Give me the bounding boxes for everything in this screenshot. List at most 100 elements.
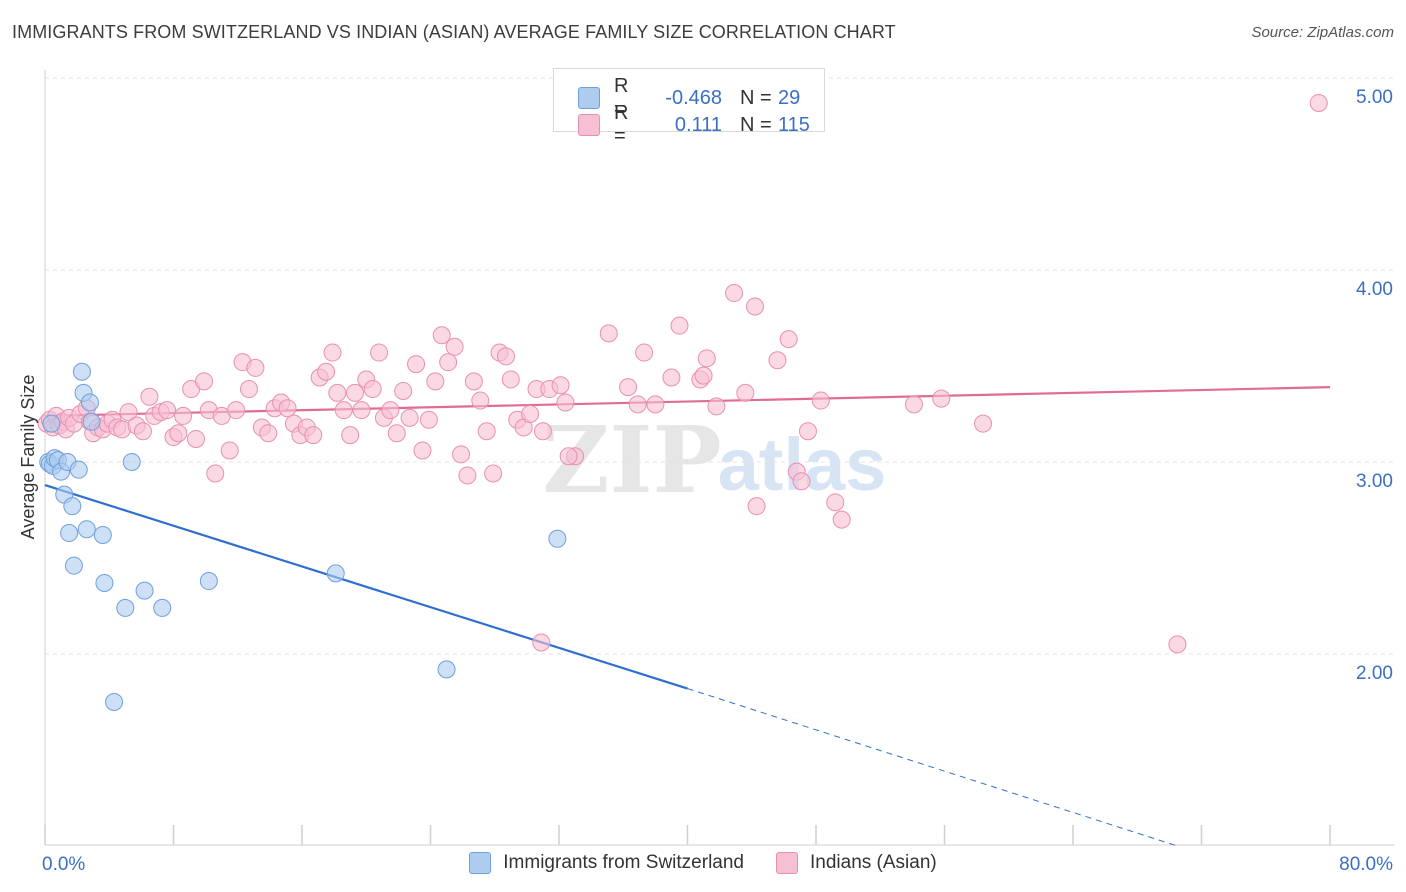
legend-n-label: N = [740,86,772,109]
point-indians [452,445,471,464]
point-indians [533,422,552,441]
trendline-switzerland-extension [687,688,1178,847]
point-switzerland [82,412,101,431]
point-indians [426,372,445,391]
point-indians [432,326,451,345]
series-label-indians: Indians (Asian) [810,852,937,873]
point-indians [471,391,490,410]
series-swatch-blue [469,852,492,874]
legend-n-value: 29 [778,86,801,109]
point-switzerland [69,460,88,479]
trendlines [44,386,1331,847]
point-indians [419,410,438,429]
point-indians [439,353,458,372]
legend-r-value: 0.111 [674,113,722,136]
point-indians [694,366,713,385]
point-indians [904,395,923,414]
point-switzerland [199,572,218,591]
data-points [37,93,1328,711]
point-switzerland [326,564,345,583]
point-indians [697,349,716,368]
x-tick-label: 0.0% [42,854,85,875]
point-switzerland [95,573,114,592]
point-indians [792,472,811,491]
point-indians [779,330,798,349]
point-indians [407,355,426,374]
legend-swatch-blue [578,87,600,109]
point-indians [811,391,830,410]
point-indians [220,441,239,460]
point-indians [239,380,258,399]
point-indians [628,395,647,414]
point-indians [387,424,406,443]
point-switzerland [63,497,82,516]
series-swatch-pink [776,852,798,874]
point-indians [227,401,246,420]
point-indians [1168,635,1187,654]
point-indians [832,510,851,529]
point-indians [341,426,360,445]
point-indians [328,383,347,402]
point-indians [186,429,205,448]
point-indians [400,408,419,427]
point-indians [445,337,464,356]
point-switzerland [105,693,124,711]
point-indians [206,464,225,483]
point-indians [826,493,845,512]
source-credit: Source: ZipAtlas.com [1251,24,1394,41]
point-indians [532,633,551,652]
point-indians [363,380,382,399]
point-switzerland [116,598,135,617]
y-tick-label: 2.00 [1356,663,1393,684]
point-indians [278,399,297,418]
point-indians [496,347,515,366]
point-indians [521,405,540,423]
point-indians [646,395,665,414]
point-switzerland [64,556,83,575]
x-tick-label: 80.0% [1339,854,1393,875]
point-indians [747,497,766,516]
point-indians [370,343,389,362]
point-switzerland [93,525,112,544]
correlation-legend: R = -0.468 N = 29 R = 0.111 N = 115 [553,68,825,147]
legend-r-value: -0.468 [665,86,722,109]
point-indians [477,422,496,441]
point-indians [323,343,342,362]
point-indians [551,376,570,395]
point-indians [140,387,159,406]
trendline-indians [44,386,1331,418]
legend-row-indians: R = 0.111 N = 115 [578,102,810,148]
y-axis-title: Average Family Size [18,375,38,540]
point-indians [1309,93,1328,112]
point-switzerland [122,453,141,471]
point-indians [559,447,578,466]
point-indians [334,401,353,420]
point-indians [932,389,951,408]
point-indians [394,381,413,400]
point-indians [484,464,503,483]
legend-swatch-pink [578,114,600,136]
series-legend-indians: Indians (Asian) [776,852,937,874]
point-indians [317,362,336,381]
series-legend: Immigrants from Switzerland Indians (Asi… [0,852,1406,874]
point-indians [501,370,520,389]
point-indians [619,378,638,397]
point-indians [119,403,138,422]
point-indians [974,414,993,433]
point-indians [158,401,177,420]
y-tick-label: 3.00 [1356,471,1393,492]
series-legend-switzerland: Immigrants from Switzerland [469,852,744,874]
point-switzerland [60,524,79,543]
point-indians [458,466,477,485]
point-indians [745,297,764,316]
point-indians [413,441,432,460]
point-indians [346,383,365,402]
point-indians [768,351,787,370]
point-indians [736,383,755,402]
point-indians [556,393,575,412]
point-switzerland [153,598,172,617]
point-indians [464,372,483,391]
point-indians [599,324,618,343]
point-switzerland [80,393,99,412]
